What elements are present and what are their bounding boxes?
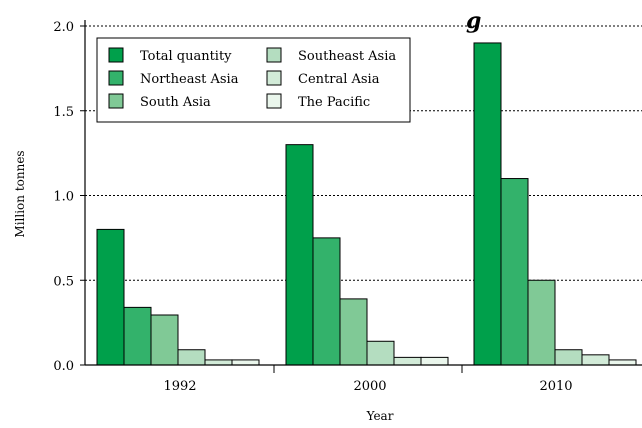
y-axis-label: Million tonnes: [13, 150, 27, 237]
legend-swatch: [108, 70, 124, 86]
legend-label: Central Asia: [298, 72, 380, 87]
bar-central-asia-1992: [204, 359, 233, 366]
x-axis-label: Year: [366, 409, 394, 423]
legend-swatch: [266, 47, 282, 63]
bar-layer: [96, 42, 637, 366]
y-tick-label: 2.0: [53, 20, 74, 35]
legend: Total quantity Northeast Asia South Asia So…: [96, 37, 411, 123]
legend-swatch: [266, 70, 282, 86]
bar-northeast-asia-2000: [312, 237, 341, 366]
bar-northeast-asia-1992: [123, 306, 152, 366]
y-tick-label: 1.5: [53, 105, 74, 120]
bar-southeast-asia-2000: [366, 340, 395, 366]
y-tick-label: 0.0: [53, 359, 74, 374]
x-tick-label: 2000: [353, 379, 386, 394]
bar-southeast-asia-2010: [554, 349, 583, 366]
bar-central-asia-2010: [581, 354, 610, 366]
axis-layer: 0.0 0.5 1.0 1.5 2.0 1992 2000 2010: [53, 20, 642, 394]
bar-total-quantity-2010: [473, 42, 502, 366]
x-tick-label: 1992: [163, 379, 196, 394]
bar-south-asia-2010: [527, 279, 556, 366]
bar-total-quantity-2000: [285, 144, 314, 366]
legend-swatch: [266, 93, 282, 109]
legend-box: [96, 37, 411, 123]
legend-label: Total quantity: [140, 49, 232, 64]
bar-southeast-asia-1992: [177, 349, 206, 366]
bar-the-pacific-2010: [608, 359, 637, 366]
bar-south-asia-2000: [339, 298, 368, 366]
bar-south-asia-1992: [150, 314, 179, 366]
bar-the-pacific-1992: [231, 359, 260, 366]
y-tick-label: 1.0: [53, 190, 74, 205]
legend-label: South Asia: [140, 95, 211, 110]
y-tick-label: 0.5: [53, 274, 74, 289]
x-tick-label: 2010: [539, 379, 572, 394]
legend-swatch: [108, 93, 124, 109]
legend-label: Northeast Asia: [140, 72, 239, 87]
bar-northeast-asia-2010: [500, 178, 529, 366]
bar-total-quantity-1992: [96, 228, 125, 366]
bar-the-pacific-2000: [420, 356, 449, 366]
legend-swatch: [108, 47, 124, 63]
legend-label: The Pacific: [298, 95, 370, 110]
legend-label: Southeast Asia: [298, 49, 396, 64]
chart-title: g: [466, 8, 481, 34]
bar-central-asia-2000: [393, 356, 422, 366]
